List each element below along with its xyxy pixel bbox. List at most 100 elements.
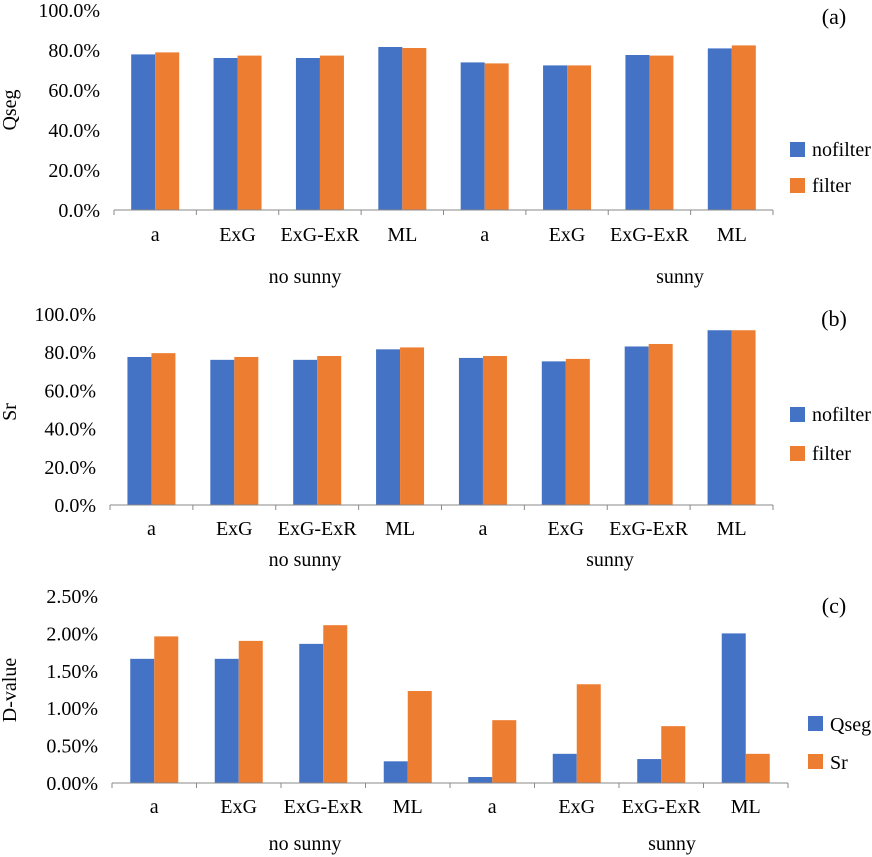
panel-c-bar-Sr-5 — [492, 720, 517, 783]
panel-b-bar-nofilter-8 — [707, 330, 732, 505]
panel-b-legend-swatch-2 — [790, 446, 805, 461]
panel-c-legend-label-1: Qseg — [830, 714, 871, 736]
panel-c-group-label-2: sunny — [648, 833, 696, 855]
panel-a-category-label: a — [151, 224, 160, 246]
panel-c-ytick-label: 0.00% — [46, 773, 98, 795]
panel-b-ytick-label: 60.0% — [44, 380, 96, 402]
panel-b-category-label: ML — [385, 518, 415, 540]
panel-c-group-label-1: no sunny — [269, 833, 342, 855]
panel-c-bar-Sr-8 — [745, 753, 770, 783]
panel-c-legend: Qseg Sr — [808, 714, 871, 774]
panel-b-ytick-label: 0.0% — [54, 495, 96, 517]
panel-a-category-label: ExG-ExR — [280, 224, 360, 246]
panel-a-ylabel: Qseg — [0, 89, 21, 130]
panel-c-bar-Qseg-5 — [468, 777, 493, 783]
panel-a-bar-nofilter-2 — [213, 58, 238, 210]
panel-a-category-label: ML — [717, 224, 747, 246]
panel-a-bar-filter-5 — [484, 63, 509, 211]
panel-a-bar-nofilter-8 — [707, 48, 732, 211]
panel-b-bar-nofilter-2 — [210, 359, 235, 505]
panel-c-bar-Sr-1 — [154, 636, 179, 783]
panel-c-ytick-label: 1.00% — [46, 698, 98, 720]
panel-a-bar-nofilter-1 — [131, 54, 156, 211]
panel-c: 0.00% 0.50% 1.00% 1.50% 2.00% 2.50% a ExG ExG-Ex… — [0, 586, 871, 855]
panel-a-bar-filter-3 — [319, 55, 344, 210]
panel-b-ytick-label: 100.0% — [34, 304, 96, 326]
panel-b-legend-label-2: filter — [812, 443, 851, 465]
panel-a-bar-filter-6 — [567, 65, 592, 211]
panel-b-bar-filter-2 — [234, 356, 259, 505]
panel-a-bar-filter-1 — [155, 52, 180, 211]
panel-c-category-label: ML — [731, 796, 761, 818]
panel-b-legend-label-1: nofilter — [812, 404, 871, 426]
panel-b-category-label: ExG-ExR — [609, 518, 689, 540]
panel-b-bar-nofilter-3 — [293, 359, 318, 505]
panel-a-category-label: ExG — [219, 224, 256, 246]
panel-b-ytick-label: 80.0% — [44, 342, 96, 364]
panel-a-ytick-label: 0.0% — [58, 200, 100, 222]
panel-c-legend-swatch-1 — [808, 716, 823, 731]
panel-c-bar-Qseg-6 — [552, 753, 577, 783]
panel-a-legend-swatch-2 — [790, 178, 805, 193]
panel-b-bar-filter-5 — [482, 356, 507, 505]
panel-b-bar-nofilter-4 — [376, 349, 401, 505]
panel-c-category-label: ExG — [558, 796, 595, 818]
panel-a-legend: nofilter filter — [790, 139, 871, 197]
panel-a-group-label-2: sunny — [656, 266, 704, 288]
panel-a-legend-label-1: nofilter — [812, 139, 871, 161]
panel-c-ylabel: D-value — [0, 658, 21, 723]
panel-c-bar-Sr-6 — [576, 684, 601, 783]
panel-a-bar-nofilter-5 — [460, 62, 485, 211]
panel-c-category-label: ExG-ExR — [622, 796, 702, 818]
panel-c-label: (c) — [822, 593, 846, 618]
panel-b-bar-filter-3 — [317, 356, 342, 505]
panel-b-bar-filter-7 — [648, 343, 673, 505]
panel-a-ytick-label: 60.0% — [48, 80, 100, 102]
panel-a-bar-filter-2 — [237, 55, 262, 210]
panel-c-category-label: a — [488, 796, 497, 818]
panel-b-category-label: a — [147, 518, 156, 540]
panel-b-group-label-1: no sunny — [269, 549, 342, 571]
panel-b-category-label: a — [478, 518, 487, 540]
panel-c-ytick-label: 2.00% — [46, 623, 98, 645]
panel-a-bar-filter-8 — [731, 45, 756, 211]
panel-a-ytick-label: 20.0% — [48, 160, 100, 182]
panel-b-ytick-label: 20.0% — [44, 457, 96, 479]
panel-c-legend-label-2: Sr — [830, 752, 848, 774]
panel-b-ylabel: Sr — [0, 403, 21, 421]
panel-a-bar-filter-7 — [649, 55, 674, 210]
panel-c-bar-Qseg-8 — [721, 633, 746, 783]
panel-b-plot: 0.0% 20.0% 40.0% 60.0% 80.0% 100.0% a ExG ExG-Ex… — [34, 304, 774, 540]
panel-b-category-label: ExG — [547, 518, 584, 540]
panel-c-category-label: ExG — [220, 796, 257, 818]
panel-b-category-label: ML — [717, 518, 747, 540]
panel-c-legend-swatch-2 — [808, 754, 823, 769]
panel-a-bar-nofilter-7 — [625, 55, 650, 210]
panel-a-legend-label-2: filter — [812, 175, 851, 197]
panel-c-bar-Qseg-1 — [130, 658, 155, 783]
panel-a-ytick-label: 80.0% — [48, 40, 100, 62]
panel-b-bar-filter-6 — [565, 358, 590, 505]
panel-c-ytick-label: 1.50% — [46, 661, 98, 683]
panel-a-category-label: ML — [387, 224, 417, 246]
panel-a-category-label: a — [480, 224, 489, 246]
panel-c-bar-Qseg-3 — [299, 643, 324, 783]
panel-a-category-label: ExG-ExR — [610, 224, 690, 246]
panel-c-bar-Sr-3 — [323, 625, 348, 783]
panel-a-bar-filter-4 — [402, 48, 427, 210]
panel-c-category-label: ExG-ExR — [284, 796, 364, 818]
panel-b-bar-nofilter-7 — [624, 346, 649, 505]
panel-c-bar-Qseg-2 — [214, 658, 239, 783]
panel-b-legend-swatch-1 — [790, 407, 805, 422]
panel-b-bar-nofilter-6 — [541, 361, 566, 505]
panel-b-bar-nofilter-5 — [458, 357, 483, 505]
panel-a-legend-swatch-1 — [790, 142, 805, 157]
panel-c-category-label: a — [150, 796, 159, 818]
panel-c-bar-Qseg-4 — [383, 761, 408, 783]
panel-a-plot: 0.0% 20.0% 40.0% 60.0% 80.0% 100.0% a ExG ExG-Ex… — [38, 0, 774, 246]
panel-c-bar-Sr-2 — [238, 640, 263, 783]
panel-c-ytick-label: 0.50% — [46, 736, 98, 758]
panel-b-category-label: ExG-ExR — [278, 518, 358, 540]
panel-b-group-label-2: sunny — [586, 549, 634, 571]
panel-a-ytick-label: 100.0% — [38, 0, 100, 22]
